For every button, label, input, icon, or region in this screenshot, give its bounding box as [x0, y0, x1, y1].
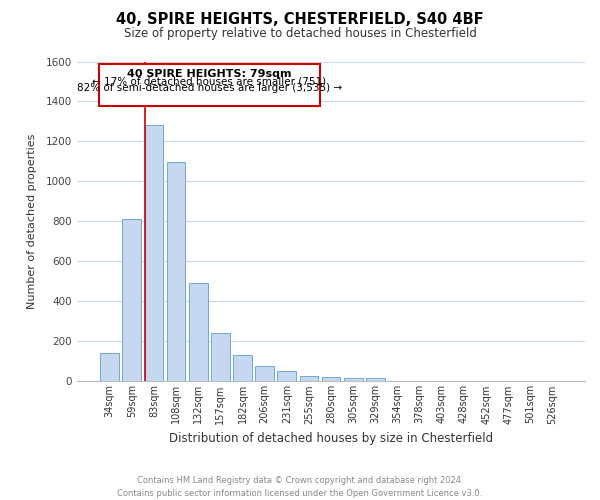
Bar: [255, 366, 274, 382]
Text: ← 17% of detached houses are smaller (751): ← 17% of detached houses are smaller (75…: [92, 76, 326, 86]
Y-axis label: Number of detached properties: Number of detached properties: [27, 134, 37, 309]
X-axis label: Distribution of detached houses by size in Chesterfield: Distribution of detached houses by size …: [169, 432, 493, 445]
Text: 82% of semi-detached houses are larger (3,535) →: 82% of semi-detached houses are larger (…: [77, 83, 342, 93]
FancyBboxPatch shape: [99, 64, 320, 106]
Bar: [299, 376, 319, 382]
Bar: [211, 334, 230, 382]
Bar: [167, 162, 185, 382]
Bar: [344, 378, 362, 382]
Bar: [145, 126, 163, 382]
Bar: [322, 378, 340, 382]
Bar: [122, 220, 141, 382]
Text: 40, SPIRE HEIGHTS, CHESTERFIELD, S40 4BF: 40, SPIRE HEIGHTS, CHESTERFIELD, S40 4BF: [116, 12, 484, 28]
Bar: [233, 356, 252, 382]
Text: 40 SPIRE HEIGHTS: 79sqm: 40 SPIRE HEIGHTS: 79sqm: [127, 70, 292, 80]
Bar: [100, 354, 119, 382]
Bar: [189, 284, 208, 382]
Text: Size of property relative to detached houses in Chesterfield: Size of property relative to detached ho…: [124, 28, 476, 40]
Text: Contains HM Land Registry data © Crown copyright and database right 2024.
Contai: Contains HM Land Registry data © Crown c…: [118, 476, 482, 498]
Bar: [366, 378, 385, 382]
Bar: [277, 372, 296, 382]
